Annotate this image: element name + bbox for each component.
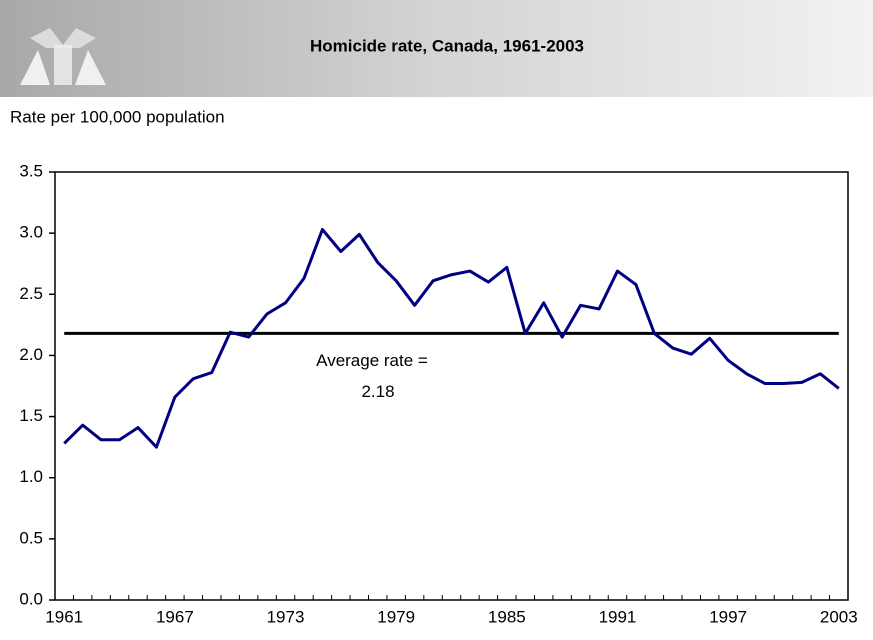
logo: [20, 28, 106, 85]
y-tick-label: 2.5: [19, 284, 43, 303]
x-tick-label: 1979: [377, 607, 415, 626]
y-tick-label: 2.0: [19, 345, 43, 364]
x-tick-label: 1985: [488, 607, 526, 626]
y-tick-label: 3.0: [19, 223, 43, 242]
plot-frame: [54, 171, 849, 601]
series-line: [63, 227, 840, 449]
x-tick-label: 2003: [820, 607, 858, 626]
y-tick-label: 1.5: [19, 406, 43, 425]
y-tick-label: 3.5: [19, 161, 43, 180]
x-tick-label: 1997: [709, 607, 747, 626]
x-tick-label: 1967: [156, 607, 194, 626]
x-tick-label: 1991: [599, 607, 637, 626]
y-axis-label: Rate per 100,000 population: [10, 107, 225, 126]
average-value: 2.18: [361, 382, 394, 401]
header-band: [0, 0, 873, 97]
x-tick-label: 1961: [45, 607, 83, 626]
y-tick-label: 0.5: [19, 528, 43, 547]
x-tick-label: 1973: [267, 607, 305, 626]
chart-title: Homicide rate, Canada, 1961-2003: [310, 36, 584, 55]
y-tick-label: 1.0: [19, 467, 43, 486]
average-label: Average rate =: [316, 351, 428, 370]
y-tick-label: 0.0: [19, 589, 43, 608]
